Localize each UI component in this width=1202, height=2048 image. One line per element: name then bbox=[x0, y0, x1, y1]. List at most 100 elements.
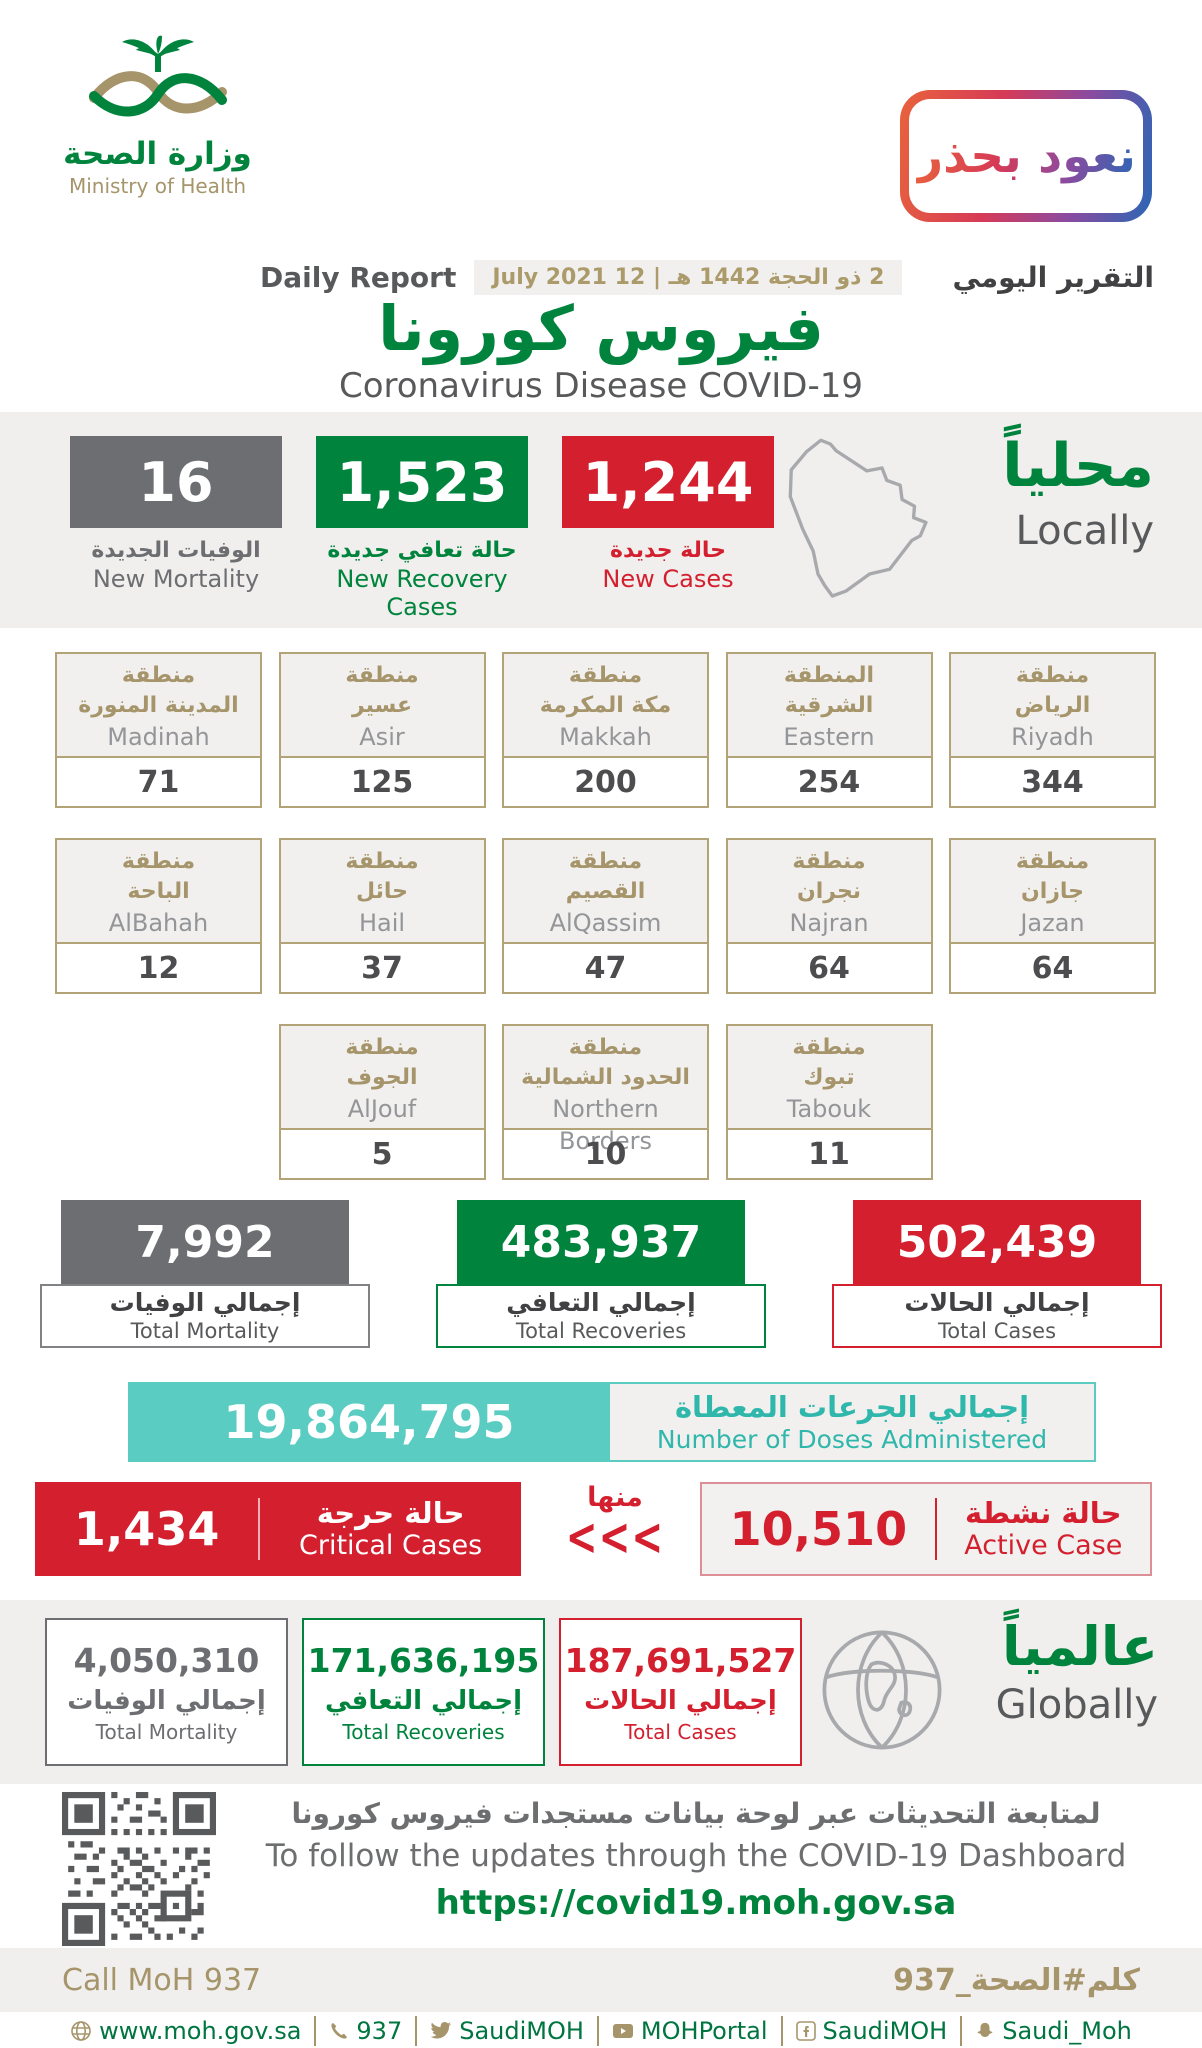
twitter-link[interactable]: SaudiMOH bbox=[430, 2017, 584, 2045]
page-title-english: Coronavirus Disease COVID-19 bbox=[338, 366, 863, 406]
youtube-text: MOHPortal bbox=[640, 2017, 768, 2045]
locally-heading-en: Locally bbox=[1015, 508, 1154, 554]
new-recoveries-label-ar: حالة تعافي جديدة bbox=[327, 538, 517, 563]
region-name-en: Riyadh bbox=[1011, 723, 1094, 751]
active-cases-value: 10,510 bbox=[729, 1502, 908, 1556]
critical-cases-value: 1,434 bbox=[73, 1502, 220, 1556]
global-cases-label-en: Total Cases bbox=[624, 1720, 737, 1744]
region-prefix: منطقة bbox=[792, 849, 866, 874]
global-recoveries-label-en: Total Recoveries bbox=[342, 1720, 505, 1744]
globe-icon bbox=[822, 1630, 942, 1750]
region-name-en: Northern Borders bbox=[552, 1095, 659, 1155]
daily-report-label-en: Daily Report bbox=[260, 261, 457, 294]
facebook-link[interactable]: SaudiMOH bbox=[795, 2017, 948, 2045]
globally-heading: عالمياً Globally bbox=[996, 1614, 1158, 1728]
global-mortality-box: 4,050,310 إجمالي الوفيات Total Mortality bbox=[45, 1618, 288, 1766]
globally-heading-en: Globally bbox=[995, 1682, 1158, 1728]
dashboard-info: لمتابعة التحديثات عبر لوحة بيانات مستجدا… bbox=[250, 1794, 1142, 1928]
region-card-najran: منطقة نجران Najran 64 bbox=[725, 838, 933, 994]
website-link[interactable]: www.moh.gov.sa bbox=[70, 2017, 301, 2045]
region-prefix: منطقة bbox=[121, 663, 196, 688]
snapchat-text: Saudi_Moh bbox=[1002, 2017, 1132, 2045]
total-mortality-group: 7,992 إجمالي الوفيات Total Mortality bbox=[40, 1200, 370, 1348]
new-recoveries-label-en: New Recovery Cases bbox=[336, 565, 508, 621]
twitter-icon bbox=[430, 2021, 452, 2041]
active-cases-label-ar: حالة نشطة bbox=[964, 1496, 1122, 1530]
dashboard-url-link[interactable]: https://covid19.moh.gov.sa bbox=[435, 1883, 957, 1923]
facebook-icon bbox=[795, 2021, 816, 2041]
region-name-ar: جازان bbox=[1020, 879, 1085, 904]
new-mortality-label-ar: الوفيات الجديدة bbox=[91, 538, 261, 563]
of-which-indicator: منها <<< bbox=[535, 1482, 695, 1576]
phone-link[interactable]: 937 bbox=[329, 2017, 402, 2045]
region-value: 37 bbox=[361, 951, 403, 986]
doses-administered-bar: 19,864,795 إجمالي الجرعات المعطاة Number… bbox=[128, 1382, 1096, 1462]
region-value: 344 bbox=[1021, 765, 1084, 800]
region-cards-grid: منطقة المدينة المنورة Madinah 71 منطقة عسير… bbox=[55, 652, 1156, 1180]
region-value: 47 bbox=[584, 951, 627, 986]
total-recoveries-label-en: Total Recoveries bbox=[515, 1319, 687, 1343]
date-row: Daily Report 2 ذو الحجة 1442 هـ | 12 Jul… bbox=[260, 260, 1154, 295]
region-name-ar: تبوك bbox=[803, 1065, 855, 1090]
region-name-en: AlBahah bbox=[108, 909, 209, 937]
doses-label-en: Number of Doses Administered bbox=[656, 1425, 1048, 1454]
region-prefix: منطقة bbox=[1015, 849, 1090, 874]
total-mortality-label-en: Total Mortality bbox=[130, 1319, 280, 1343]
snapchat-icon bbox=[975, 2021, 995, 2041]
new-cases-label-ar: حالة جديدة bbox=[610, 538, 726, 563]
region-name-en: Asir bbox=[359, 723, 405, 751]
global-mortality-label-en: Total Mortality bbox=[95, 1720, 238, 1744]
total-recoveries-label-ar: إجمالي التعافي bbox=[506, 1288, 696, 1317]
moh-logo-icon bbox=[88, 35, 227, 117]
moh-logo: وزارة الصحة Ministry of Health bbox=[50, 34, 265, 198]
region-card-makkah: منطقة مكة المكرمة Makkah 200 bbox=[502, 652, 709, 808]
call-moh-label-ar: كلم#الصحة_937 bbox=[893, 1962, 1140, 1998]
region-card-riyadh: منطقة الرياض Riyadh 344 bbox=[949, 652, 1156, 808]
youtube-icon bbox=[612, 2022, 634, 2040]
snapchat-link[interactable]: Saudi_Moh bbox=[975, 2017, 1132, 2045]
badge-inner: نعود بحذر bbox=[909, 99, 1143, 213]
total-mortality-value: 7,992 bbox=[61, 1200, 349, 1284]
twitter-text: SaudiMOH bbox=[459, 2017, 584, 2045]
website-text: www.moh.gov.sa bbox=[99, 2017, 302, 2045]
global-cases-label-ar: إجمالي الحالات bbox=[584, 1686, 777, 1716]
youtube-link[interactable]: MOHPortal bbox=[612, 2017, 768, 2045]
total-cases-value: 502,439 bbox=[853, 1200, 1141, 1284]
total-cases-label-en: Total Cases bbox=[937, 1319, 1057, 1343]
global-recoveries-value: 171,636,195 bbox=[307, 1641, 540, 1680]
doses-label-ar: إجمالي الجرعات المعطاة bbox=[674, 1390, 1030, 1424]
region-name-ar: الجوف bbox=[346, 1065, 418, 1090]
global-cases-box: 187,691,527 إجمالي الحالات Total Cases bbox=[559, 1618, 802, 1766]
page-title-arabic: فيروس كورونا bbox=[378, 292, 824, 365]
separator bbox=[780, 2016, 783, 2046]
region-card-eastern: المنطقة الشرقية Eastern 254 bbox=[725, 652, 933, 808]
region-card-albahah: منطقة الباحة AlBahah 12 bbox=[55, 838, 262, 994]
region-name-en: Makkah bbox=[559, 723, 652, 751]
region-name-en: AlJouf bbox=[347, 1095, 417, 1123]
region-name-ar: الرياض bbox=[1014, 693, 1091, 718]
new-mortality-stat: 16 الوفيات الجديدة New Mortality bbox=[70, 436, 282, 593]
of-which-word: منها bbox=[587, 1482, 643, 1513]
region-prefix: منطقة bbox=[345, 1035, 419, 1060]
region-card-alqassim: منطقة القصيم AlQassim 47 bbox=[502, 838, 709, 994]
critical-cases-box: 1,434 حالة حرجة Critical Cases bbox=[35, 1482, 521, 1576]
region-card-hail: منطقة حائل Hail 37 bbox=[278, 838, 486, 994]
region-card-tabouk: منطقة تبوك Tabouk 11 bbox=[725, 1024, 933, 1180]
region-name-en: Hail bbox=[358, 909, 406, 937]
new-recoveries-value: 1,523 bbox=[316, 436, 528, 528]
region-value: 254 bbox=[797, 765, 861, 800]
chevrons-left-icon: <<< bbox=[565, 1507, 665, 1567]
facebook-text: SaudiMOH bbox=[822, 2017, 948, 2045]
region-name-ar: مكة المكرمة bbox=[539, 693, 672, 718]
total-recoveries-value: 483,937 bbox=[457, 1200, 745, 1284]
logo-arabic-name: وزارة الصحة bbox=[63, 136, 252, 172]
region-value: 71 bbox=[137, 765, 180, 800]
new-cases-value: 1,244 bbox=[562, 436, 774, 528]
new-cases-label-en: New Cases bbox=[602, 565, 734, 593]
new-mortality-label-en: New Mortality bbox=[92, 565, 260, 593]
new-recoveries-stat: 1,523 حالة تعافي جديدة New Recovery Case… bbox=[316, 436, 528, 621]
region-card-madinah: منطقة المدينة المنورة Madinah 71 bbox=[55, 652, 262, 808]
total-recoveries-group: 483,937 إجمالي التعافي Total Recoveries bbox=[436, 1200, 766, 1348]
region-prefix: منطقة bbox=[792, 1035, 866, 1060]
region-value: 64 bbox=[1031, 951, 1074, 986]
